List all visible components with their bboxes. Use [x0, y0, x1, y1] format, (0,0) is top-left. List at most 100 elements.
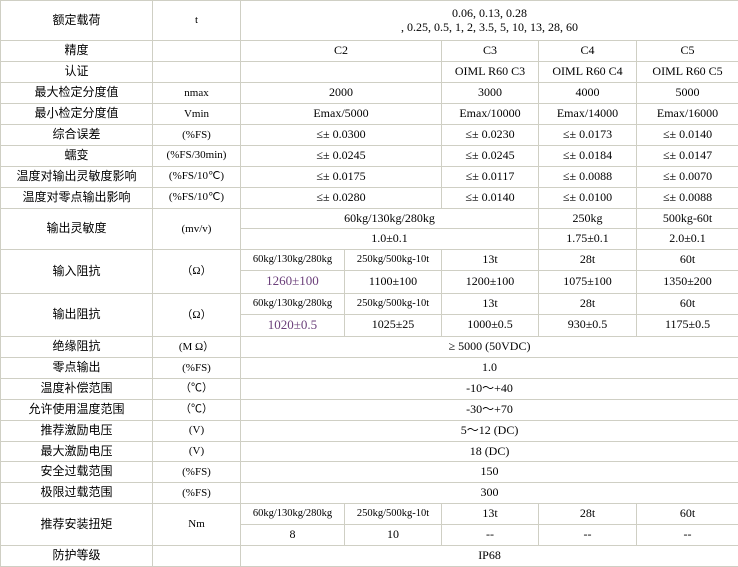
row-label-ultimate-overload: 极限过载范围 [0, 482, 153, 505]
cell-input-impedance-head-c: 13t [441, 249, 539, 272]
cell-zero-output-value: 1.0 [239, 356, 738, 379]
cell-creep-c5: ≤± 0.0147 [635, 144, 738, 167]
cell-install-torque-head-b: 250kg/500kg-10t [344, 503, 442, 526]
row-label-temp-zero: 温度对零点输出影响 [0, 186, 153, 209]
cell-max-scale-c4: 4000 [538, 82, 637, 105]
cell-input-impedance-val-c: 1200±100 [441, 270, 539, 294]
row-unit-min-scale-value: Vmin [152, 103, 241, 125]
cell-input-impedance-head-a: 60kg/130kg/280kg [240, 249, 345, 272]
cell-accuracy-c3: C3 [441, 40, 539, 63]
row-label-output-impedance: 输出阻抗 [0, 292, 153, 338]
row-unit-output-impedance: （Ω） [152, 292, 241, 338]
cell-output-impedance-val-a: 1020±0.5 [240, 313, 345, 338]
row-label-certification: 认证 [0, 61, 153, 84]
rated-load-line-2: , 0.25, 0.5, 1, 2, 3.5, 5, 10, 13, 28, 6… [401, 19, 579, 34]
row-unit-temp-compensation-range: （℃） [152, 377, 241, 400]
cell-output-sensitivity-head-b: 250kg [538, 207, 637, 230]
cell-creep-c4: ≤± 0.0184 [538, 144, 637, 167]
cell-install-torque-val-c: -- [441, 524, 539, 546]
row-unit-operating-temp-range: （℃） [152, 398, 241, 421]
cell-accuracy-c5: C5 [635, 40, 738, 63]
table-row-safe-overload: 安全过载范围 (%FS) 150 [0, 461, 738, 484]
cell-temp-sensitivity-c3: ≤± 0.0117 [441, 165, 539, 188]
row-label-accuracy: 精度 [0, 40, 153, 63]
cell-output-impedance-head-e: 60t [635, 292, 738, 315]
cell-temp-sensitivity-c4: ≤± 0.0088 [538, 165, 637, 188]
row-unit-safe-overload: (%FS) [152, 461, 241, 484]
row-unit-temp-sensitivity: (%FS/10℃) [152, 165, 241, 188]
table-row-ultimate-overload: 极限过载范围 (%FS) 300 [0, 482, 738, 505]
table-row-output-impedance-values: 1020±0.5 1025±25 1000±0.5 930±0.5 1175±0… [1, 313, 738, 338]
row-unit-accuracy [152, 40, 241, 63]
cell-input-impedance-val-a: 1260±100 [240, 270, 345, 294]
row-unit-max-scale-value: nmax [152, 82, 241, 105]
cell-ultimate-overload-value: 300 [239, 482, 738, 505]
cell-output-impedance-val-c: 1000±0.5 [441, 313, 539, 338]
cell-temp-sensitivity-c5: ≤± 0.0070 [635, 165, 738, 188]
cell-install-torque-head-d: 28t [538, 503, 637, 526]
table-row-zero-output: 零点输出 (%FS) 1.0 [0, 356, 738, 379]
cell-install-torque-head-c: 13t [441, 503, 539, 526]
cell-output-impedance-val-e: 1175±0.5 [635, 313, 738, 338]
row-unit-input-impedance: （Ω） [152, 249, 241, 294]
row-label-combined-error: 综合误差 [0, 123, 153, 146]
cell-max-excitation-value: 18 (DC) [239, 440, 738, 463]
cell-input-impedance-val-b: 1100±100 [344, 270, 442, 294]
table-row-install-torque-head: 推荐安装扭矩 Nm 60kg/130kg/280kg 250kg/500kg-1… [0, 503, 738, 546]
row-unit-zero-output: (%FS) [152, 356, 241, 379]
cell-combined-error-c5: ≤± 0.0140 [635, 123, 738, 146]
cell-insulation-resistance-value: ≥ 5000 (50VDC) [239, 336, 738, 358]
cell-accuracy-c2: C2 [240, 40, 442, 63]
row-label-output-sensitivity: 输出灵敏度 [0, 207, 153, 251]
cell-install-torque-val-d: -- [538, 524, 637, 546]
row-label-install-torque: 推荐安装扭矩 [0, 503, 153, 546]
cell-creep-c3: ≤± 0.0245 [441, 144, 539, 167]
table-row-creep: 蠕变 (%FS/30min) ≤± 0.0245 ≤± 0.0245 ≤± 0.… [0, 144, 738, 167]
rated-load-line-1: 0.06, 0.13, 0.28 [452, 5, 528, 20]
table-row-protection-class: 防护等级 IP68 [0, 544, 738, 567]
row-label-creep: 蠕变 [0, 144, 153, 167]
table-row-temp-compensation-range: 温度补偿范围 （℃） -10～+40 [0, 377, 738, 400]
cell-combined-error-c3: ≤± 0.0230 [441, 123, 539, 146]
table-row-max-scale-value: 最大检定分度值 nmax 2000 3000 4000 5000 [0, 82, 738, 105]
row-label-safe-overload: 安全过载范围 [0, 461, 153, 484]
row-unit-creep: (%FS/30min) [152, 144, 241, 167]
row-unit-rated-load: t [152, 0, 241, 42]
row-unit-install-torque: Nm [152, 503, 241, 546]
cell-output-sensitivity-head-a: 60kg/130kg/280kg [240, 207, 539, 230]
row-unit-temp-zero: (%FS/10℃) [152, 186, 241, 209]
row-label-protection-class: 防护等级 [0, 544, 153, 567]
table-row-max-excitation: 最大激励电压 (V) 18 (DC) [0, 440, 738, 463]
table-row-combined-error: 综合误差 (%FS) ≤± 0.0300 ≤± 0.0230 ≤± 0.0173… [0, 123, 738, 146]
cell-creep-c2: ≤± 0.0245 [240, 144, 442, 167]
cell-input-impedance-head-d: 28t [538, 249, 637, 272]
row-label-insulation-resistance: 绝缘阻抗 [0, 336, 153, 358]
cell-max-scale-c5: 5000 [635, 82, 738, 105]
table-row-operating-temp-range: 允许使用温度范围 （℃） -30～+70 [0, 398, 738, 421]
row-unit-max-excitation: (V) [152, 440, 241, 463]
table-row-recommended-excitation: 推荐激励电压 (V) 5～12 (DC) [0, 419, 738, 442]
cell-temp-zero-c3: ≤± 0.0140 [441, 186, 539, 209]
cell-input-impedance-val-e: 1350±200 [635, 270, 738, 294]
cell-temp-zero-c5: ≤± 0.0088 [635, 186, 738, 209]
cell-min-scale-c5: Emax/16000 [635, 103, 738, 125]
table-row-output-sensitivity-head: 输出灵敏度 (mv/v) 60kg/130kg/280kg 250kg 500k… [0, 207, 738, 251]
cell-combined-error-c4: ≤± 0.0173 [538, 123, 637, 146]
cell-protection-class-value: IP68 [239, 544, 738, 567]
row-label-max-excitation: 最大激励电压 [0, 440, 153, 463]
cell-output-impedance-head-b: 250kg/500kg-10t [344, 292, 442, 315]
row-unit-combined-error: (%FS) [152, 123, 241, 146]
row-label-rated-load: 额定载荷 [0, 0, 153, 42]
cell-input-impedance-val-d: 1075±100 [538, 270, 637, 294]
cell-safe-overload-value: 150 [239, 461, 738, 484]
row-label-temp-sensitivity: 温度对输出灵敏度影响 [0, 165, 153, 188]
row-label-input-impedance: 输入阻抗 [0, 249, 153, 294]
cell-certification-c2 [240, 61, 442, 84]
table-row-input-impedance-head: 输入阻抗 （Ω） 60kg/130kg/280kg 250kg/500kg-10… [0, 249, 738, 294]
cell-accuracy-c4: C4 [538, 40, 637, 63]
cell-output-sensitivity-val-b: 1.75±0.1 [538, 228, 637, 251]
row-unit-output-sensitivity: (mv/v) [152, 207, 241, 251]
cell-install-torque-head-e: 60t [635, 503, 738, 526]
row-unit-recommended-excitation: (V) [152, 419, 241, 442]
